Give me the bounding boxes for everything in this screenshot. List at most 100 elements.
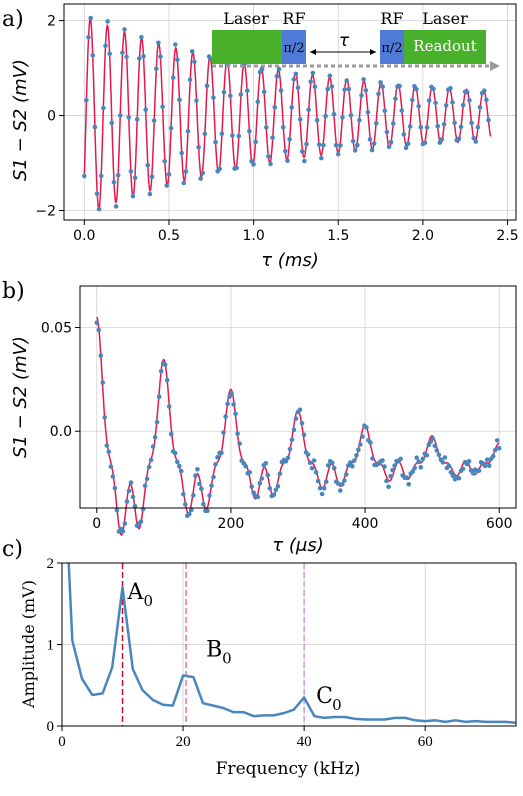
data-point xyxy=(331,465,337,471)
data-point xyxy=(94,320,100,326)
data-point xyxy=(118,113,123,118)
data-point xyxy=(223,414,228,419)
data-point xyxy=(365,109,371,115)
data-point xyxy=(137,56,142,61)
data-point xyxy=(458,124,464,130)
data-point xyxy=(147,191,153,197)
data-point xyxy=(266,154,271,159)
data-point xyxy=(221,430,226,435)
data-point xyxy=(230,133,235,138)
data-point xyxy=(141,54,146,59)
data-point xyxy=(264,125,269,130)
data-point xyxy=(358,442,363,447)
data-point xyxy=(325,86,331,92)
data-point xyxy=(132,175,138,181)
data-point xyxy=(257,480,263,486)
panel-a-tag: a) xyxy=(2,7,24,32)
data-point xyxy=(376,91,381,97)
data-point xyxy=(310,70,316,76)
data-point xyxy=(234,165,239,171)
data-point xyxy=(124,54,129,60)
data-point xyxy=(156,394,162,400)
x-tick-label: 600 xyxy=(486,516,513,532)
data-point xyxy=(370,456,375,461)
data-point xyxy=(418,465,424,470)
data-point xyxy=(378,80,383,85)
data-point xyxy=(128,169,134,174)
pulse-label-2: π/2 xyxy=(381,41,402,56)
data-point xyxy=(355,142,360,148)
data-point xyxy=(100,380,106,385)
data-point xyxy=(338,488,343,493)
data-point xyxy=(187,77,193,83)
peak-label-sub-A: 0 xyxy=(144,592,154,610)
data-point xyxy=(189,507,194,513)
data-point xyxy=(261,89,267,95)
data-point xyxy=(344,472,349,477)
data-point xyxy=(346,86,352,92)
data-point xyxy=(352,148,358,153)
time-axis-arrow-head xyxy=(490,61,500,71)
data-point xyxy=(109,120,115,126)
data-point xyxy=(410,469,416,474)
data-point xyxy=(441,122,447,127)
data-point xyxy=(272,105,278,110)
data-point xyxy=(416,104,422,109)
data-point xyxy=(84,97,89,103)
rf-block-2 xyxy=(380,30,404,64)
x-tick-label: 0.5 xyxy=(158,228,180,244)
data-point xyxy=(235,431,240,437)
y-tick-label: 0 xyxy=(47,719,55,735)
peak-label-sub-C: 0 xyxy=(332,696,342,714)
data-point xyxy=(275,484,281,489)
data-point xyxy=(289,437,295,443)
data-point xyxy=(301,432,307,438)
panel-a-y-ticks: −2 0 2 xyxy=(35,14,64,220)
data-point xyxy=(414,87,419,92)
data-point xyxy=(297,407,303,413)
data-point xyxy=(352,458,357,463)
data-point xyxy=(120,50,125,56)
peak-label-C: C xyxy=(316,684,333,709)
data-point xyxy=(414,455,420,461)
data-point xyxy=(105,19,110,24)
data-point xyxy=(405,141,411,147)
data-point xyxy=(276,66,282,72)
data-point xyxy=(277,471,283,477)
data-point xyxy=(126,115,132,120)
x-tick-label: 1.5 xyxy=(327,228,349,244)
data-point xyxy=(219,450,224,456)
y-tick-label: 0.05 xyxy=(41,320,72,336)
panel-b-fit-curve xyxy=(96,316,500,536)
data-point xyxy=(368,440,373,445)
data-point xyxy=(204,83,210,89)
data-point xyxy=(122,521,128,526)
data-point xyxy=(398,456,403,462)
data-point xyxy=(482,463,488,469)
data-point xyxy=(114,507,120,513)
data-point xyxy=(130,193,136,199)
data-point xyxy=(140,506,146,512)
data-point xyxy=(416,459,422,465)
data-point xyxy=(179,468,184,474)
data-point xyxy=(412,465,418,471)
data-point xyxy=(96,206,102,212)
data-point xyxy=(158,368,164,374)
data-point xyxy=(166,404,172,409)
data-point xyxy=(211,95,216,100)
data-point xyxy=(142,483,148,489)
data-point xyxy=(356,447,361,453)
data-point xyxy=(456,136,462,141)
laser-block-1 xyxy=(212,30,282,64)
data-point xyxy=(202,131,208,137)
data-point xyxy=(110,474,116,479)
data-point xyxy=(388,139,394,145)
y-tick-label: 1 xyxy=(47,638,55,654)
data-point xyxy=(456,475,462,481)
data-point xyxy=(418,124,424,130)
data-point xyxy=(108,464,114,469)
data-point xyxy=(236,133,242,139)
y-tick-label: −2 xyxy=(35,204,56,220)
data-point xyxy=(311,458,317,463)
data-point xyxy=(335,151,341,157)
